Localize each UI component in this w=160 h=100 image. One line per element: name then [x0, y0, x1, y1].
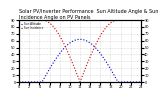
Legend: Sun Altitude, Sun Incidence: Sun Altitude, Sun Incidence — [21, 21, 44, 30]
Text: Solar PV/Inverter Performance  Sun Altitude Angle & Sun Incidence Angle on PV Pa: Solar PV/Inverter Performance Sun Altitu… — [19, 9, 159, 20]
